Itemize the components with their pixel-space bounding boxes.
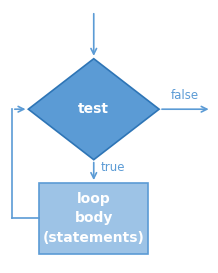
Polygon shape bbox=[28, 59, 159, 160]
Bar bbox=[39, 183, 148, 254]
Text: test: test bbox=[78, 102, 109, 116]
Text: false: false bbox=[171, 89, 199, 102]
Text: loop
body
(statements): loop body (statements) bbox=[43, 192, 145, 245]
Text: true: true bbox=[100, 161, 125, 174]
